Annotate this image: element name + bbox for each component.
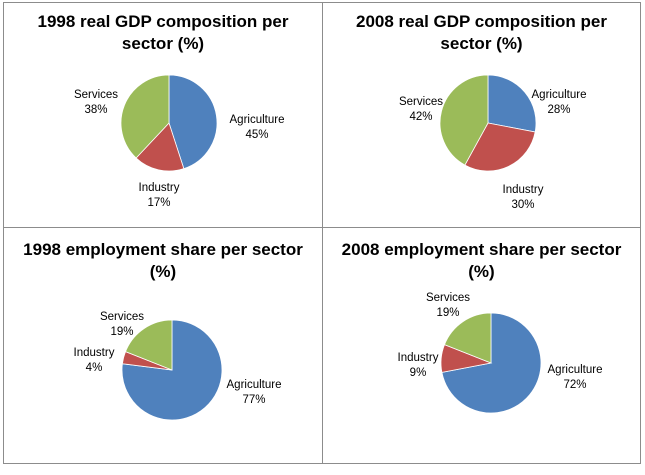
slice-value-label: 38% — [84, 104, 108, 116]
slice-label-services: Services 19% — [100, 310, 144, 340]
pie-panel-1998-employment: 1998 employment share per sector (%) Agr… — [3, 227, 323, 464]
slice-category-label: Services — [73, 89, 119, 101]
slice-category-label: Agriculture — [229, 114, 285, 126]
pie-slice-agriculture — [487, 74, 537, 133]
pie-slice-agriculture — [121, 319, 223, 421]
pie-chart-1998-gdp — [120, 74, 218, 172]
slice-category-label: Agriculture — [226, 379, 282, 391]
pie-slice-industry — [135, 122, 185, 172]
slice-category-label: Agriculture — [531, 89, 587, 101]
slice-value-label: 28% — [547, 104, 571, 116]
slice-label-agriculture: Agriculture 72% — [548, 363, 603, 393]
pie-slice-services — [124, 319, 173, 371]
pie-slice-services — [443, 312, 492, 364]
slice-label-industry: Industry 30% — [503, 183, 544, 213]
slice-value-label: 17% — [147, 197, 171, 209]
slice-value-label: 9% — [409, 367, 427, 379]
slice-value-label: 19% — [436, 307, 460, 319]
slice-category-label: Industry — [73, 347, 115, 359]
slice-label-services: Services 38% — [74, 88, 118, 118]
slice-value-label: 77% — [242, 394, 266, 406]
slice-label-agriculture: Agriculture 45% — [230, 113, 285, 143]
slice-label-services: Services 19% — [426, 291, 470, 321]
pie-slice-services — [120, 74, 170, 159]
slice-category-label: Services — [425, 292, 471, 304]
chart-title: 2008 real GDP composition per sector (%) — [356, 12, 607, 53]
pie-slice-services — [439, 74, 489, 166]
slice-value-label: 30% — [511, 199, 535, 211]
pie-chart-grid: 1998 real GDP composition per sector (%)… — [3, 2, 641, 464]
slice-category-label: Agriculture — [547, 364, 603, 376]
slice-category-label: Industry — [138, 182, 180, 194]
pie-panel-2008-employment: 2008 employment share per sector (%) Agr… — [322, 227, 641, 464]
pie-panel-2008-gdp: 2008 real GDP composition per sector (%)… — [322, 2, 641, 228]
pie-slice-agriculture — [168, 74, 218, 170]
slice-label-industry: Industry 9% — [398, 351, 439, 381]
slice-value-label: 45% — [245, 129, 269, 141]
slice-label-services: Services 42% — [399, 95, 443, 125]
chart-title: 2008 employment share per sector (%) — [341, 240, 622, 281]
slice-category-label: Services — [99, 311, 145, 323]
slice-label-agriculture: Agriculture 77% — [227, 378, 282, 408]
slice-category-label: Industry — [397, 352, 439, 364]
pie-chart-1998-employment — [121, 319, 223, 421]
pie-panel-1998-gdp: 1998 real GDP composition per sector (%)… — [3, 2, 323, 228]
slice-category-label: Industry — [502, 184, 544, 196]
pie-chart-2008-gdp — [439, 74, 537, 172]
slice-category-label: Services — [398, 96, 444, 108]
slice-value-label: 19% — [110, 326, 134, 338]
cropped-caption-strip — [0, 466, 645, 475]
chart-title: 1998 employment share per sector (%) — [23, 240, 303, 281]
slice-label-agriculture: Agriculture 28% — [532, 88, 587, 118]
pie-slice-industry — [464, 122, 536, 172]
slice-label-industry: Industry 17% — [139, 181, 180, 211]
slice-label-industry: Industry 4% — [74, 346, 115, 376]
pie-chart-2008-employment — [440, 312, 542, 414]
slice-value-label: 42% — [409, 111, 433, 123]
slice-value-label: 4% — [85, 362, 103, 374]
chart-title: 1998 real GDP composition per sector (%) — [37, 12, 289, 53]
slice-value-label: 72% — [563, 379, 587, 391]
